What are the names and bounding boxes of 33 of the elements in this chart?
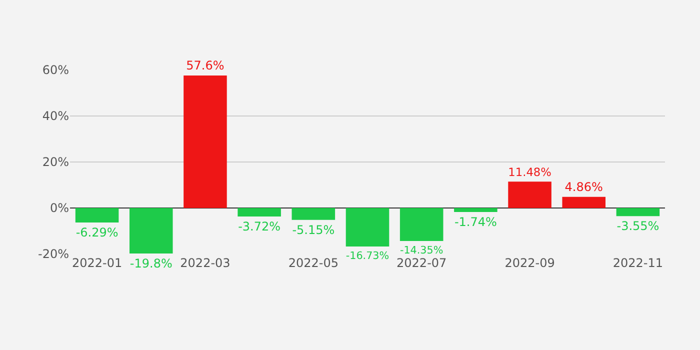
x-tick-label: 2022-11 [612, 256, 664, 270]
y-tick-label: 0% [50, 201, 69, 216]
data-label: 4.86% [564, 180, 603, 194]
bar [75, 208, 119, 222]
x-tick-label: 2022-05 [288, 256, 338, 270]
bar [238, 208, 281, 217]
data-label: -19.8% [130, 256, 172, 271]
data-label: -5.15% [292, 222, 335, 237]
bar [508, 182, 552, 208]
y-tick-label: 20% [42, 155, 69, 170]
bar [400, 208, 444, 242]
x-tick-label: 2022-03 [180, 256, 230, 270]
data-label: -3.55% [616, 219, 660, 234]
data-label: -1.74% [454, 215, 497, 229]
data-label: -16.73% [346, 250, 390, 262]
bar [130, 208, 173, 254]
data-label: -3.72% [238, 220, 281, 234]
bar [562, 196, 606, 208]
y-tick-label: -20% [38, 247, 69, 262]
x-tick-label: 2022-07 [396, 256, 447, 270]
x-tick-label: 2022-01 [72, 256, 122, 270]
y-tick-label: 40% [42, 109, 69, 124]
bar [454, 208, 498, 212]
bar [346, 208, 390, 246]
data-label: -14.35% [400, 244, 444, 257]
bar [292, 208, 336, 220]
y-tick-label: 60% [42, 63, 69, 78]
data-label: -6.29% [76, 225, 118, 240]
x-tick-label: 2022-09 [504, 256, 555, 270]
bar [184, 76, 227, 208]
data-label: 11.48% [508, 164, 552, 179]
data-label: 57.6% [186, 58, 224, 73]
bar [616, 208, 660, 216]
